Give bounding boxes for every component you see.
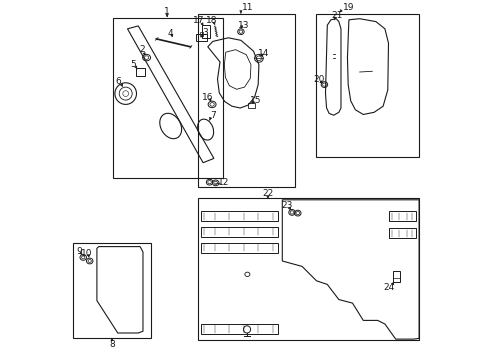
Text: 5: 5 (130, 60, 136, 69)
Bar (136, 68, 145, 76)
Text: 14: 14 (257, 49, 268, 58)
Text: 9: 9 (76, 247, 81, 256)
Text: 20: 20 (312, 76, 324, 85)
Text: 8: 8 (109, 341, 115, 349)
Bar (387, 228, 415, 238)
Bar (387, 211, 415, 221)
Bar (73, 243, 151, 338)
Bar (202, 25, 209, 38)
Text: 24: 24 (382, 284, 393, 292)
Text: 22: 22 (262, 189, 273, 198)
Text: 1: 1 (164, 7, 170, 16)
Text: 23: 23 (281, 202, 292, 210)
Bar (316, 14, 418, 157)
Text: 16: 16 (202, 93, 213, 102)
Bar (197, 14, 294, 187)
Bar (200, 324, 277, 334)
Text: 19: 19 (343, 3, 354, 12)
Text: 21: 21 (331, 10, 343, 19)
Text: 12: 12 (218, 178, 229, 187)
Text: 6: 6 (115, 77, 121, 85)
Bar (200, 211, 277, 221)
Text: 7: 7 (209, 111, 215, 120)
Text: 13: 13 (238, 21, 249, 30)
Text: 17: 17 (192, 16, 204, 25)
Text: 2: 2 (139, 45, 144, 54)
Bar (392, 271, 399, 282)
Text: 4: 4 (167, 29, 173, 37)
Bar (113, 18, 223, 178)
Text: 10: 10 (81, 249, 93, 258)
Bar (200, 227, 277, 237)
Bar (200, 243, 277, 253)
Bar (247, 103, 254, 108)
Text: 3: 3 (203, 28, 208, 37)
Text: 18: 18 (205, 16, 217, 25)
Text: 11: 11 (241, 3, 253, 12)
Bar (197, 198, 418, 340)
Text: 15: 15 (249, 95, 261, 104)
Bar (200, 32, 203, 36)
